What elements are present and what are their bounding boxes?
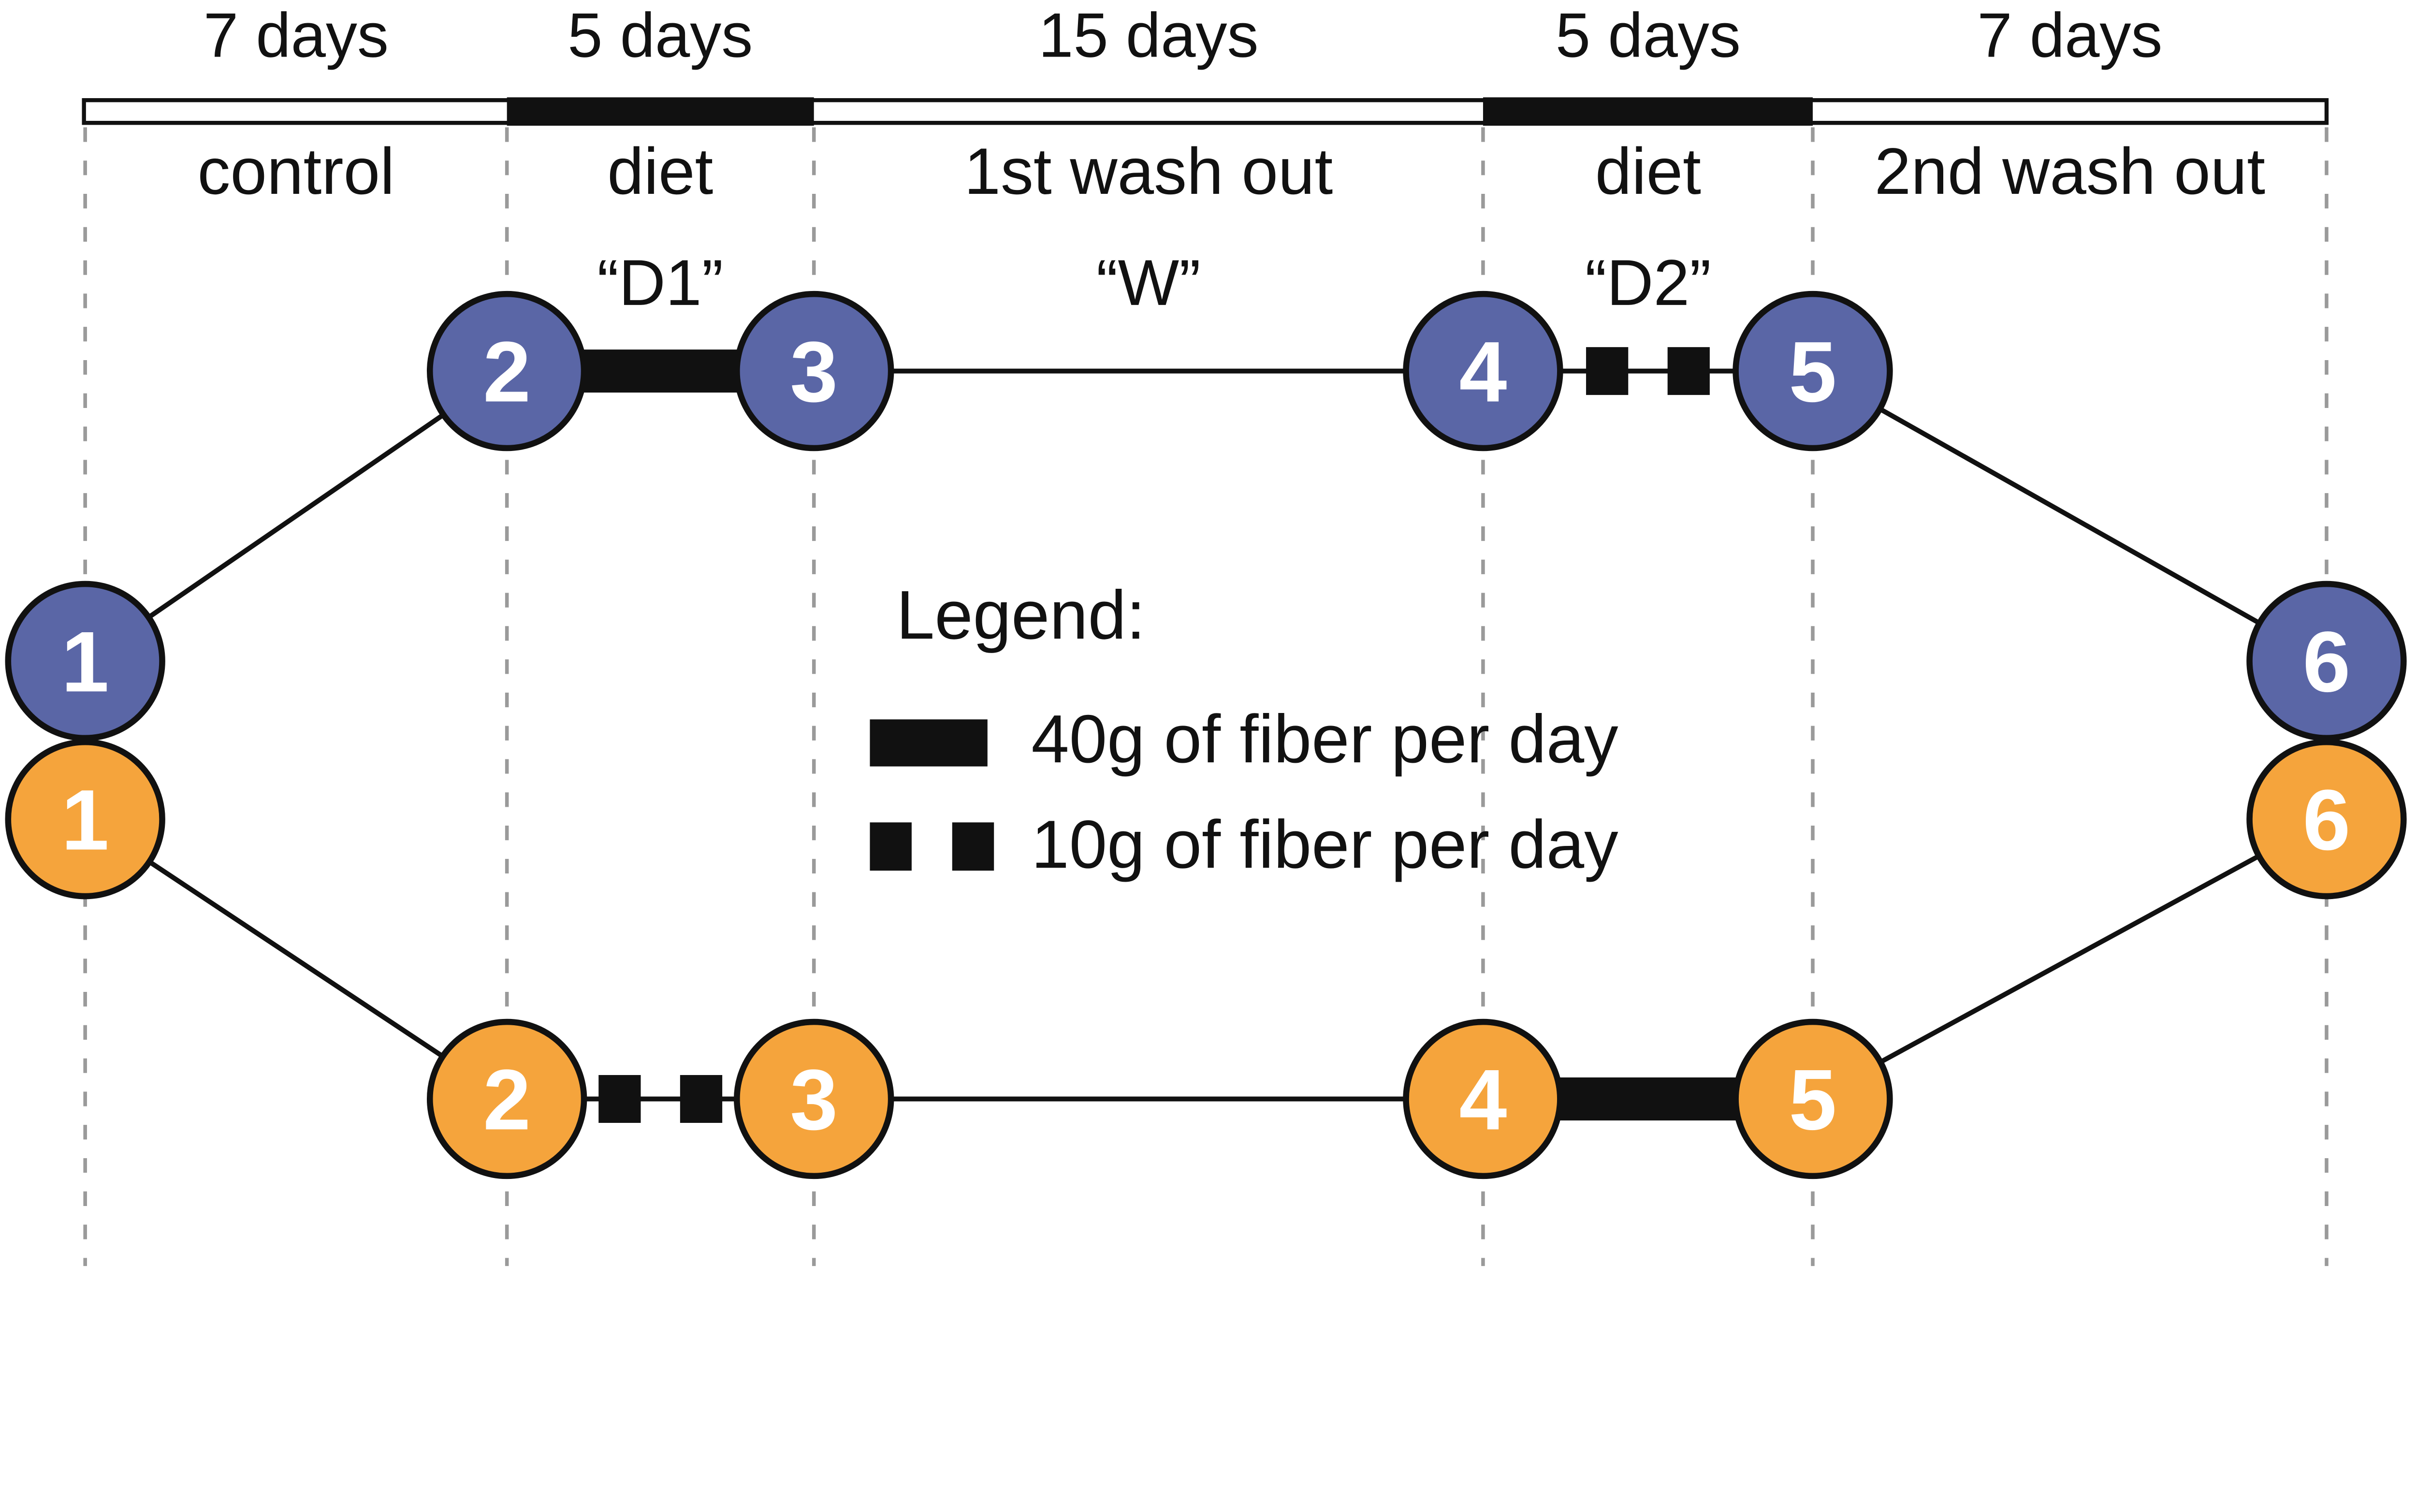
node-number: 1: [61, 772, 109, 868]
phase-label: 2nd wash out: [1875, 134, 2265, 208]
blue-node-5: [1733, 291, 1893, 451]
timeline-bar-outline: [82, 98, 2329, 125]
orange-10g-square-b: [680, 1075, 723, 1123]
legend-thick-bar-swatch: [870, 719, 988, 767]
phase-label: diet: [607, 134, 713, 208]
legend-title: Legend:: [896, 577, 1146, 654]
blue-node-3: [734, 291, 894, 451]
timeline-bar: [82, 97, 2329, 126]
code-label-w: “W”: [1096, 247, 1201, 319]
node-number: 4: [1459, 324, 1507, 420]
blue-arm-links: [84, 347, 2328, 663]
duration-label: 5 days: [1556, 0, 1741, 70]
blue-link-5-6: [1811, 369, 2328, 663]
duration-label: 5 days: [568, 0, 753, 70]
crossover-diet-study-diagram: 7 days 5 days 15 days 5 days 7 days cont…: [5, 0, 2407, 1266]
duration-label: 7 days: [204, 0, 389, 70]
orange-node-1: [5, 739, 165, 900]
node-number: 5: [1789, 1051, 1837, 1148]
orange-link-5-6: [1811, 817, 2328, 1101]
duration-label: 15 days: [1038, 0, 1258, 70]
blue-link-1-2: [84, 369, 509, 663]
phase-label: 1st wash out: [964, 134, 1333, 208]
orange-link-1-2: [84, 817, 509, 1101]
phase-label: control: [197, 134, 394, 208]
diet-segment-2: [1483, 97, 1813, 126]
blue-node-2: [426, 291, 587, 451]
orange-arm-nodes: [5, 739, 2407, 1179]
legend-dashed-square-b: [952, 822, 994, 871]
orange-node-6: [2246, 739, 2407, 900]
blue-node-4: [1403, 291, 1563, 451]
legend-label-40g: 40g of fiber per day: [1031, 700, 1618, 777]
phase-boundary-lines: [83, 127, 2329, 1266]
study-design-figure: 7 days 5 days 15 days 5 days 7 days cont…: [5, 0, 2407, 1266]
legend-label-10g: 10g of fiber per day: [1031, 806, 1618, 882]
node-number: 5: [1789, 324, 1837, 420]
blue-arm-nodes: [5, 291, 2407, 741]
blue-10g-square-b: [1667, 347, 1710, 395]
blue-node-6: [2246, 581, 2407, 741]
node-number: 6: [2302, 772, 2350, 868]
orange-node-2: [426, 1018, 587, 1179]
orange-node-5: [1733, 1018, 1893, 1179]
orange-node-numbers: 1 2 3 4 5 6: [61, 772, 2351, 1148]
blue-node-1: [5, 581, 165, 741]
orange-10g-square-a: [598, 1075, 641, 1123]
blue-node-numbers: 1 2 3 4 5 6: [61, 324, 2351, 710]
blue-10g-square-a: [1586, 347, 1629, 395]
duration-labels: 7 days 5 days 15 days 5 days 7 days: [204, 0, 2163, 70]
legend: Legend: 40g of fiber per day 10g of fibe…: [870, 577, 1618, 882]
phase-label: diet: [1595, 134, 1701, 208]
node-number: 3: [790, 324, 838, 420]
code-label-d2: “D2”: [1585, 247, 1711, 319]
node-number: 2: [483, 324, 531, 420]
period-code-labels: “D1” “W” “D2”: [597, 247, 1711, 319]
phase-labels: control diet 1st wash out diet 2nd wash …: [197, 134, 2265, 208]
node-number: 4: [1459, 1051, 1507, 1148]
node-number: 6: [2302, 613, 2350, 710]
legend-dashed-square-a: [870, 822, 912, 871]
diet-segment-1: [507, 97, 814, 126]
node-number: 2: [483, 1051, 531, 1148]
orange-node-4: [1403, 1018, 1563, 1179]
node-number: 1: [61, 613, 109, 710]
orange-node-3: [734, 1018, 894, 1179]
code-label-d1: “D1”: [597, 247, 723, 319]
node-number: 3: [790, 1051, 838, 1148]
duration-label: 7 days: [1977, 0, 2162, 70]
